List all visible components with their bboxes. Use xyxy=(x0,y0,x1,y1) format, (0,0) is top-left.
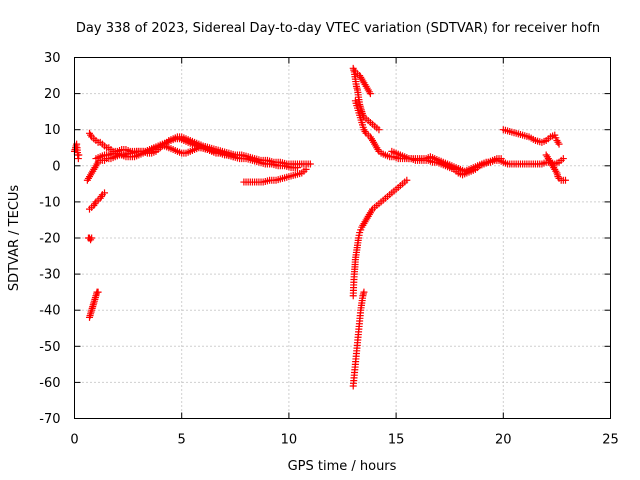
y-tick-label: 10 xyxy=(44,123,61,138)
x-tick-label: 20 xyxy=(495,433,512,448)
data-point xyxy=(361,128,369,136)
data-point xyxy=(561,176,569,184)
data-point xyxy=(97,192,105,200)
data-point xyxy=(94,288,102,296)
grid-lines xyxy=(74,57,611,419)
x-tick-label: 0 xyxy=(70,433,78,448)
y-tick-label: 30 xyxy=(44,51,61,66)
y-tick-labels: 30 20 10 0 -10 -20 -30 -40 -50 -60 -70 xyxy=(39,51,60,427)
data-point xyxy=(302,165,310,173)
y-tick-label: 20 xyxy=(44,87,61,102)
y-tick-label: -20 xyxy=(39,232,60,247)
x-tick-label: 25 xyxy=(602,433,619,448)
data-point xyxy=(75,151,83,159)
data-point xyxy=(375,126,383,134)
data-point xyxy=(293,164,301,172)
x-tick-labels: 0 5 10 15 20 25 xyxy=(70,433,618,448)
data-point xyxy=(306,160,314,168)
y-tick-label: -30 xyxy=(39,268,60,283)
plot-frame xyxy=(74,57,611,419)
y-tick-label: 0 xyxy=(52,159,60,174)
y-tick-label: -70 xyxy=(39,412,60,427)
data-point xyxy=(101,189,109,197)
data-point xyxy=(88,234,96,242)
data-point xyxy=(403,176,411,184)
data-point xyxy=(559,155,567,163)
data-point xyxy=(366,90,374,98)
x-tick-label: 15 xyxy=(388,433,405,448)
data-point xyxy=(360,288,368,296)
data-points xyxy=(71,64,569,390)
data-point xyxy=(87,131,95,139)
y-tick-label: -50 xyxy=(39,340,60,355)
data-point xyxy=(91,200,99,208)
x-tick-label: 10 xyxy=(281,433,298,448)
x-axis-label: GPS time / hours xyxy=(288,459,397,474)
y-tick-label: -60 xyxy=(39,376,60,391)
data-point xyxy=(229,153,237,161)
y-axis-label: SDTVAR / TECUs xyxy=(7,185,22,292)
y-tick-label: -40 xyxy=(39,304,60,319)
data-point xyxy=(555,140,563,148)
x-tick-label: 5 xyxy=(178,433,186,448)
chart-title: Day 338 of 2023, Sidereal Day-to-day VTE… xyxy=(76,21,600,36)
y-tick-label: -10 xyxy=(39,195,60,210)
